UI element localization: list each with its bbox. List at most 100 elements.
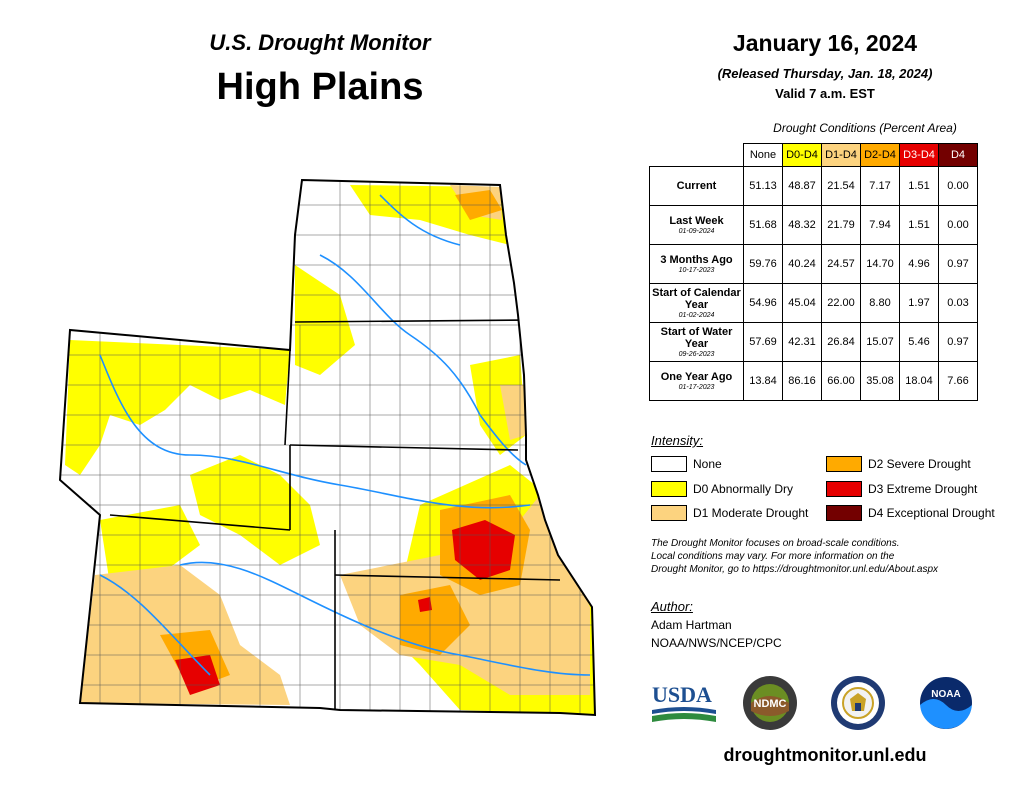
site-url[interactable]: droughtmonitor.unl.edu — [723, 745, 927, 765]
table-cell: 24.57 — [821, 244, 861, 284]
legend-swatch — [651, 505, 687, 521]
row-label-text: 3 Months Ago — [660, 253, 733, 266]
table-cell: 0.00 — [938, 166, 978, 206]
legend-swatch — [651, 481, 687, 497]
column-header: None — [743, 143, 783, 167]
table-corner — [649, 143, 744, 167]
table-cell: 26.84 — [821, 322, 861, 362]
noaa-logo: NOAA — [918, 675, 974, 731]
row-date: 10-17-2023 — [678, 266, 715, 274]
table-cell: 7.17 — [860, 166, 900, 206]
info-note: The Drought Monitor focuses on broad-sca… — [651, 537, 1011, 576]
map-date: January 16, 2024 — [732, 30, 918, 56]
table-cell: 48.87 — [782, 166, 822, 206]
table-cell: 5.46 — [899, 322, 939, 362]
table-row: Last Week 01-09-2024 51.68 48.32 21.79 7.94 1.… — [649, 205, 978, 245]
column-header: D3-D4 — [899, 143, 939, 167]
table-row: Start of Calendar Year 01-02-2024 54.96 45.… — [649, 283, 978, 323]
table-cell: 0.00 — [938, 205, 978, 245]
legend-item: D1 Moderate Drought — [651, 505, 808, 521]
legend-label: D3 Extreme Drought — [868, 482, 978, 496]
high-plains-drought-map — [58, 178, 597, 717]
table-body: Current 51.13 48.87 21.54 7.17 1.51 0.00 Last W… — [649, 166, 978, 401]
drought-conditions-table: None D0-D4 D1-D4 D2-D4 D3-D4 D4 Current 51.13 4… — [649, 143, 978, 401]
rivers — [99, 194, 591, 676]
table-cell: 7.94 — [860, 205, 900, 245]
row-label: Last Week 01-09-2024 — [649, 205, 744, 245]
table-cell: 66.00 — [821, 361, 861, 401]
table-cell: 0.03 — [938, 283, 978, 323]
table-row: One Year Ago 01-17-2023 13.84 86.16 66.00 35.… — [649, 361, 978, 401]
legend-label: D1 Moderate Drought — [693, 506, 809, 520]
row-date: 01-02-2024 — [678, 311, 715, 319]
column-header: D0-D4 — [782, 143, 822, 167]
table-cell: 0.97 — [938, 244, 978, 284]
product-title: U.S. Drought Monitor — [209, 30, 431, 55]
legend-label: D2 Severe Drought — [868, 457, 971, 471]
table-cell: 59.76 — [743, 244, 783, 284]
row-label-text: Start of Water Year — [660, 325, 733, 350]
table-cell: 35.08 — [860, 361, 900, 401]
row-date: 01-09-2024 — [678, 227, 715, 235]
table-header-row: None D0-D4 D1-D4 D2-D4 D3-D4 D4 — [649, 143, 978, 167]
region-title: High Plains — [216, 66, 424, 108]
table-cell: 15.07 — [860, 322, 900, 362]
row-label: One Year Ago 01-17-2023 — [649, 361, 744, 401]
table-cell: 22.00 — [821, 283, 861, 323]
legend-item: D0 Abnormally Dry — [651, 481, 793, 497]
table-cell: 51.68 — [743, 205, 783, 245]
row-date: 09-26-2023 — [678, 350, 715, 358]
release-note: (Released Thursday, Jan. 18, 2024) — [717, 66, 933, 81]
row-label-text: Start of Calendar Year — [652, 286, 741, 311]
table-cell: 1.97 — [899, 283, 939, 323]
row-label-text: One Year Ago — [660, 370, 733, 383]
table-cell: 48.32 — [782, 205, 822, 245]
table-cell: 1.51 — [899, 166, 939, 206]
legend-label: None — [693, 457, 722, 471]
legend-swatch — [826, 505, 862, 521]
author-name: Adam Hartman — [651, 618, 732, 632]
table-cell: 4.96 — [899, 244, 939, 284]
info-note-line: Local conditions may vary. For more info… — [651, 551, 895, 562]
row-label: Start of Calendar Year 01-02-2024 — [649, 283, 744, 323]
table-caption: Drought Conditions (Percent Area) — [773, 121, 957, 135]
author-title: Author: — [651, 599, 693, 614]
row-label: Current — [649, 166, 744, 206]
table-cell: 0.97 — [938, 322, 978, 362]
ndmc-logo-text: NDMC — [754, 698, 787, 710]
info-note-line: Drought Monitor, go to https://droughtmo… — [651, 564, 939, 575]
legend-label: D0 Abnormally Dry — [693, 482, 794, 496]
column-header: D2-D4 — [860, 143, 900, 167]
legend-item: D2 Severe Drought — [826, 456, 971, 472]
table-cell: 7.66 — [938, 361, 978, 401]
table-cell: 86.16 — [782, 361, 822, 401]
legend-item: D3 Extreme Drought — [826, 481, 977, 497]
table-cell: 51.13 — [743, 166, 783, 206]
row-date: 01-17-2023 — [678, 383, 715, 391]
legend-item: None — [651, 456, 722, 472]
legend-swatch — [826, 481, 862, 497]
legend-item: D4 Exceptional Drought — [826, 505, 995, 521]
row-label: 3 Months Ago 10-17-2023 — [649, 244, 744, 284]
table-cell: 8.80 — [860, 283, 900, 323]
table-cell: 40.24 — [782, 244, 822, 284]
row-label-text: Last Week — [669, 214, 724, 227]
table-cell: 13.84 — [743, 361, 783, 401]
info-note-line: The Drought Monitor focuses on broad-sca… — [651, 538, 900, 549]
author-org: NOAA/NWS/NCEP/CPC — [651, 636, 782, 650]
ndmc-logo: NDMC — [743, 676, 797, 730]
table-cell: 57.69 — [743, 322, 783, 362]
row-label: Start of Water Year 09-26-2023 — [649, 322, 744, 362]
table-row: Start of Water Year 09-26-2023 57.69 42.31 2… — [649, 322, 978, 362]
table-cell: 18.04 — [899, 361, 939, 401]
table-row: 3 Months Ago 10-17-2023 59.76 40.24 24.57 14.… — [649, 244, 978, 284]
table-row: Current 51.13 48.87 21.54 7.17 1.51 0.00 — [649, 166, 978, 206]
noaa-logo-text: NOAA — [931, 689, 960, 700]
state-borders — [109, 319, 561, 710]
usda-logo: USDA — [652, 682, 716, 722]
legend-label: D4 Exceptional Drought — [868, 506, 995, 520]
legend-swatch — [651, 456, 687, 472]
valid-time: Valid 7 a.m. EST — [775, 86, 875, 101]
doc-seal-logo — [831, 676, 885, 730]
legend-swatch — [826, 456, 862, 472]
